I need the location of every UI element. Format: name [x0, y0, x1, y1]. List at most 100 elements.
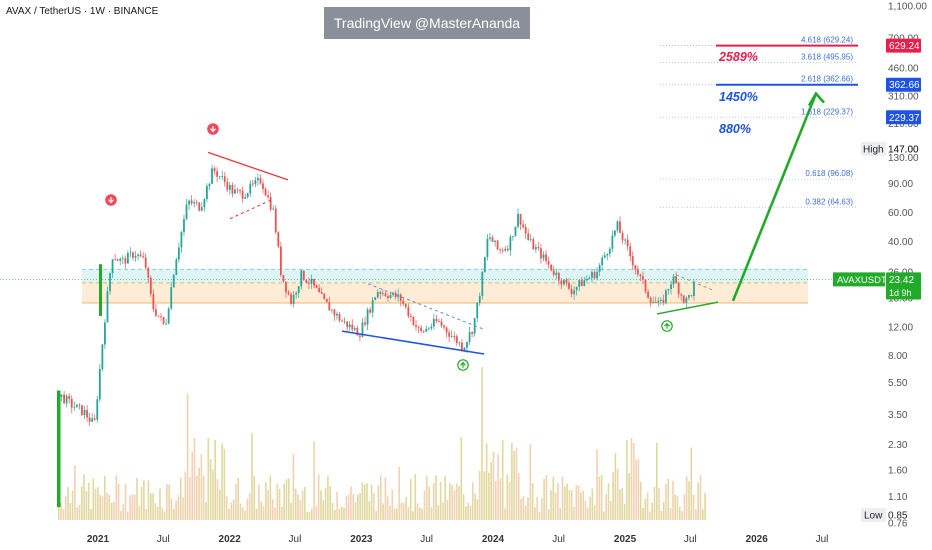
volume-bar [692, 494, 695, 520]
candle [70, 398, 73, 408]
candle [534, 247, 537, 250]
candle [101, 344, 104, 369]
candle [177, 247, 180, 260]
volume-bar [582, 490, 584, 520]
volume-bar [340, 506, 343, 520]
arrow-head [807, 91, 825, 107]
volume-bar [453, 490, 456, 520]
breakout-candle [99, 264, 102, 316]
candle [420, 327, 423, 331]
volume-bar [159, 488, 161, 520]
volume-bar [253, 476, 256, 520]
symbol-price-tag-text: AVAXUSDT [837, 275, 887, 286]
candle [432, 318, 435, 327]
candle [200, 207, 203, 211]
candle [364, 322, 366, 325]
volume-bar [189, 477, 191, 520]
volume-bar [94, 489, 97, 520]
candle [443, 325, 445, 328]
volume-bar [267, 489, 269, 520]
candle [667, 289, 670, 291]
buy-signal-marker [457, 359, 469, 371]
support-zone [82, 282, 808, 303]
candle [463, 347, 466, 351]
volume-bar [297, 494, 299, 520]
time-tick-label: Jul [816, 534, 829, 545]
support-trendline-green [656, 301, 719, 315]
candle [144, 257, 147, 268]
volume-bar [607, 483, 610, 520]
candle [98, 368, 101, 400]
volume-bar [359, 493, 361, 520]
price-axis-tag [886, 285, 921, 300]
candle [677, 283, 680, 295]
volume-bar [239, 503, 242, 520]
candle [491, 237, 494, 242]
time-tick-label: Jul [684, 534, 697, 545]
candle [652, 301, 655, 303]
candle [614, 230, 616, 236]
volume-bar [352, 494, 354, 520]
candle [195, 202, 198, 204]
time-axis [0, 525, 858, 550]
sell-signal-marker [105, 194, 117, 206]
candle [211, 168, 213, 184]
volume-bar [513, 450, 515, 520]
candle [422, 330, 425, 332]
volume-bar [524, 505, 527, 520]
resistance-trendline [207, 151, 289, 181]
volume-bar [575, 485, 578, 520]
volume-bar [370, 484, 373, 520]
candle [621, 232, 624, 241]
volume-bar [85, 491, 88, 520]
volume-bar [414, 474, 417, 520]
candle [384, 293, 387, 297]
candle [415, 325, 417, 327]
candle [269, 197, 272, 210]
volume-bar [152, 493, 154, 520]
volume-bar [131, 494, 134, 520]
volume-bar [545, 475, 548, 520]
candle [461, 342, 463, 351]
gain-annotation: 880% [719, 122, 751, 136]
candle [636, 269, 639, 275]
volume-bar [156, 506, 159, 520]
volume-bar [437, 505, 440, 520]
buy-signal-marker [661, 320, 673, 332]
candle [175, 259, 178, 275]
candle [193, 202, 196, 204]
volume-bar [140, 486, 143, 520]
candle [310, 278, 313, 284]
candle [644, 279, 647, 292]
volume-bar [198, 467, 200, 520]
volume-bar [380, 475, 382, 520]
candle [402, 300, 405, 304]
resistance-zone [82, 269, 808, 283]
candle [137, 254, 139, 256]
volume-bar [681, 511, 683, 520]
volume-bar [685, 476, 688, 520]
volume-bar [536, 496, 538, 520]
volume-bar [564, 486, 566, 520]
candle [583, 280, 586, 287]
candle [647, 291, 649, 298]
volume-bar [598, 476, 601, 520]
candle [598, 265, 601, 272]
volume-bar [357, 494, 359, 520]
volume-bar [662, 502, 665, 520]
candle [601, 257, 604, 266]
volume-bar [219, 489, 221, 520]
volume-bar [538, 511, 541, 520]
volume-bar [439, 481, 442, 520]
volume-bar [472, 482, 474, 520]
candle [494, 240, 496, 242]
candle [387, 296, 389, 298]
candle [114, 259, 117, 261]
volume-bar [133, 494, 136, 520]
candle [246, 193, 249, 198]
candle [458, 342, 461, 344]
volume-bar [345, 496, 348, 520]
price-axis-tag-text: 629.24 [889, 41, 920, 52]
candle [190, 200, 193, 204]
